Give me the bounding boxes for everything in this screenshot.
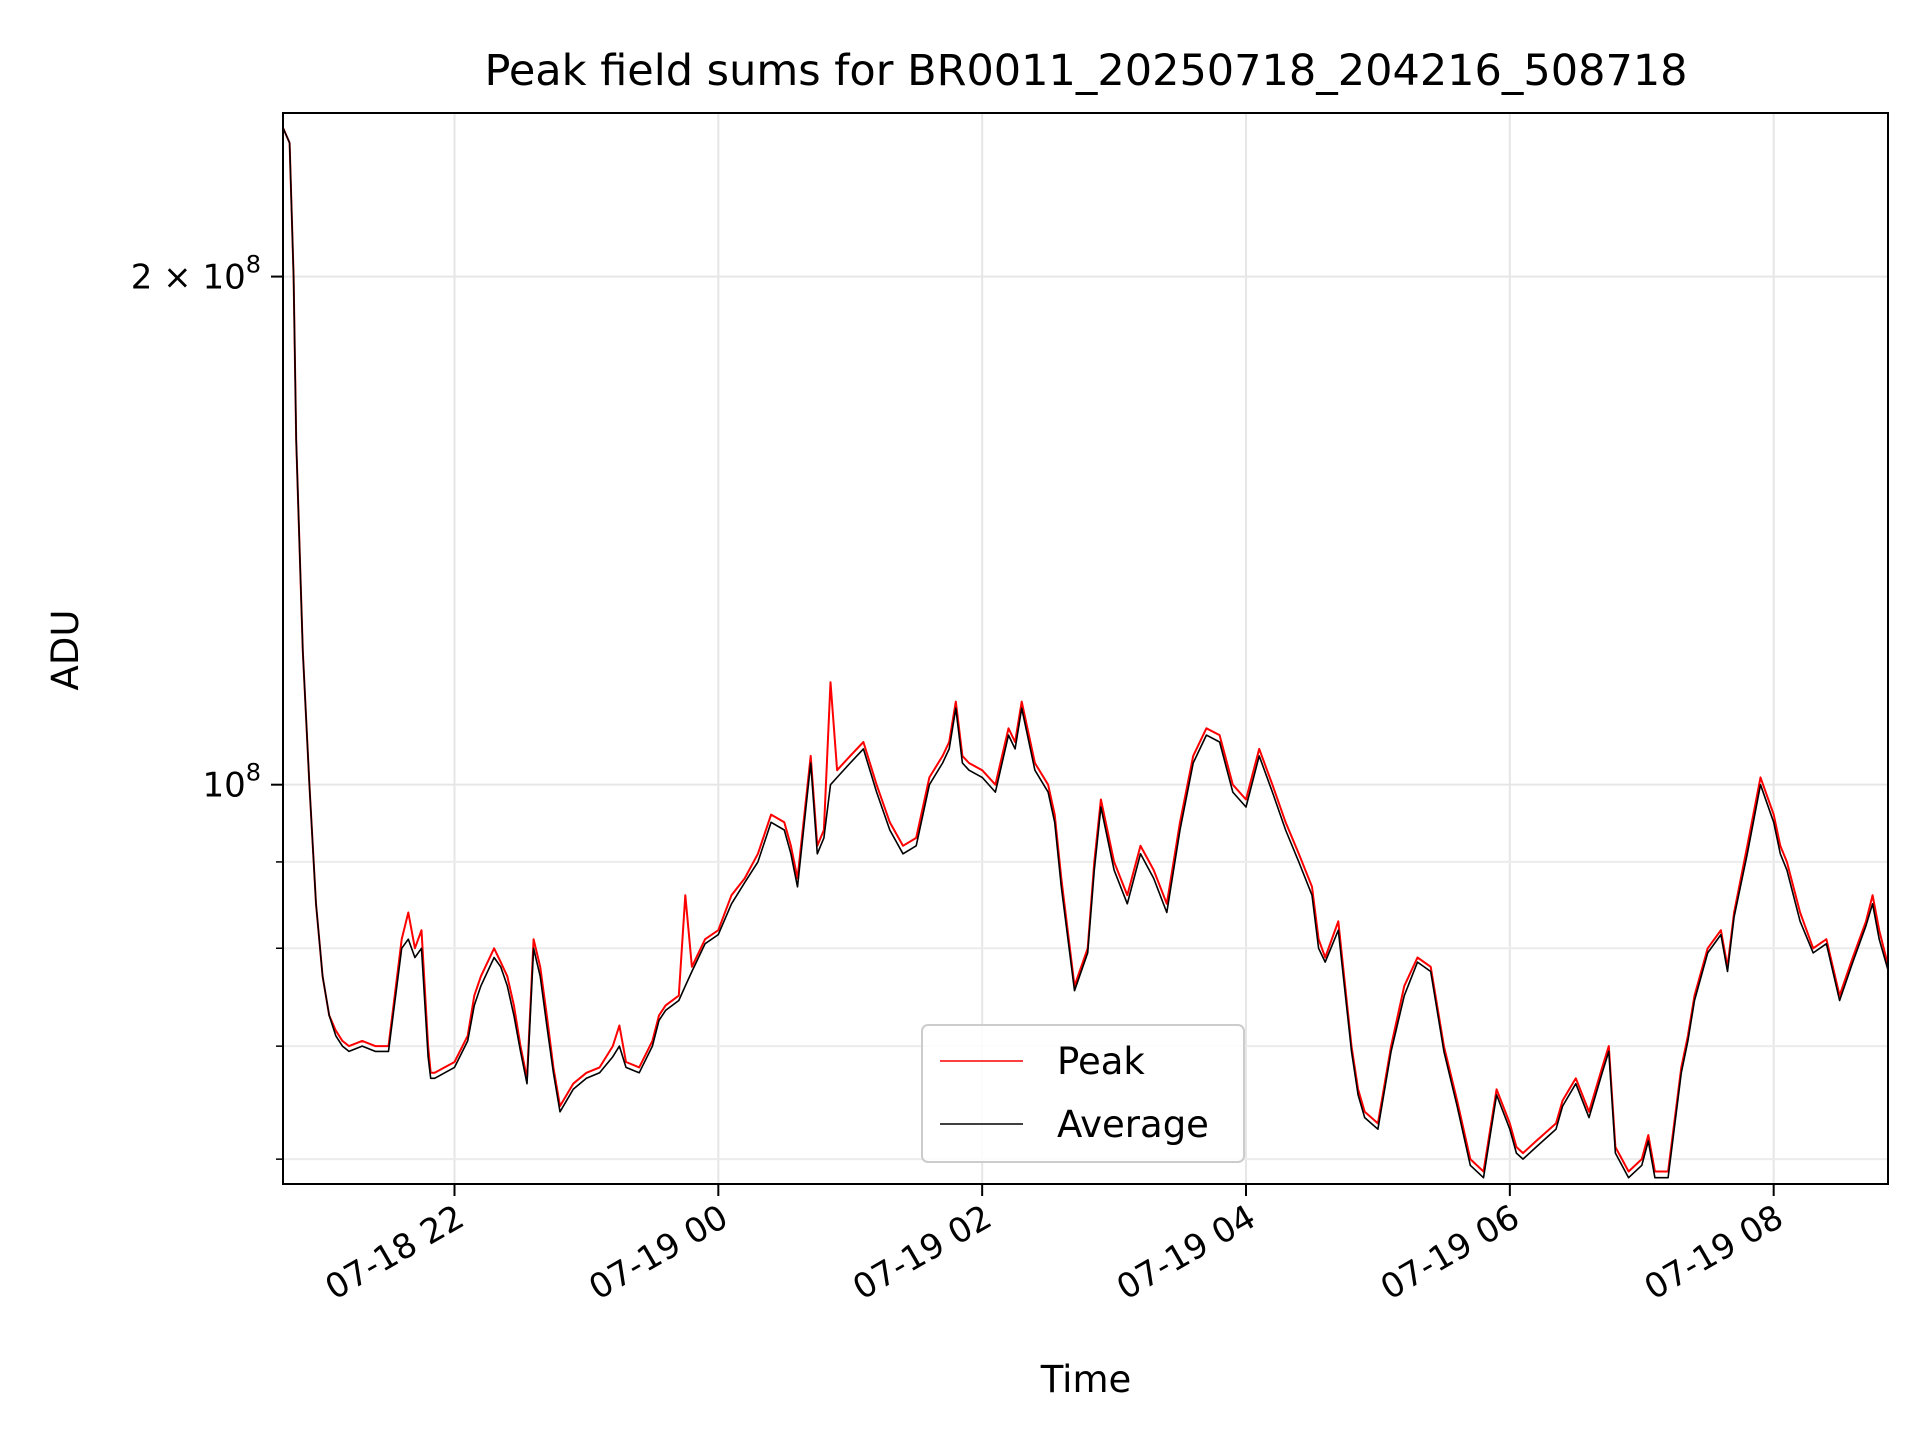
series-average-line [283,127,1888,1179]
x-tick-label: 07-19 06 [1374,1197,1526,1308]
y-tick-base: 2 × 10 [131,258,246,298]
series-peak-line [283,127,1888,1173]
y-axis-label: ADU [44,610,87,691]
y-tick-label: 2 × 108 [131,251,261,298]
y-tick-exponent: 8 [246,251,261,279]
y-tick-exponent: 8 [246,759,261,787]
x-ticks: 07-18 22 07-19 00 07-19 02 07-19 04 07-19 06… [319,1184,1790,1308]
plot-area [283,127,1888,1179]
x-tick-label: 07-19 08 [1638,1197,1790,1308]
legend-peak-label: Peak [1057,1040,1145,1083]
y-tick-base: 10 [202,766,245,806]
legend-box [921,1024,1245,1163]
x-tick-label: 07-18 22 [319,1197,471,1308]
x-axis-label: Time [1040,1358,1132,1401]
x-tick-label: 07-19 02 [846,1197,998,1308]
legend: Peak Average [921,1024,1245,1163]
x-tick-label: 07-19 00 [582,1197,734,1308]
x-tick-label: 07-19 04 [1110,1197,1262,1308]
plot-frame [282,112,1889,1185]
y-tick-label: 108 [202,759,261,806]
chart-title: Peak field sums for BR0011_20250718_2042… [484,46,1687,96]
grid-layer [283,113,1888,1184]
legend-average-label: Average [1057,1103,1209,1146]
